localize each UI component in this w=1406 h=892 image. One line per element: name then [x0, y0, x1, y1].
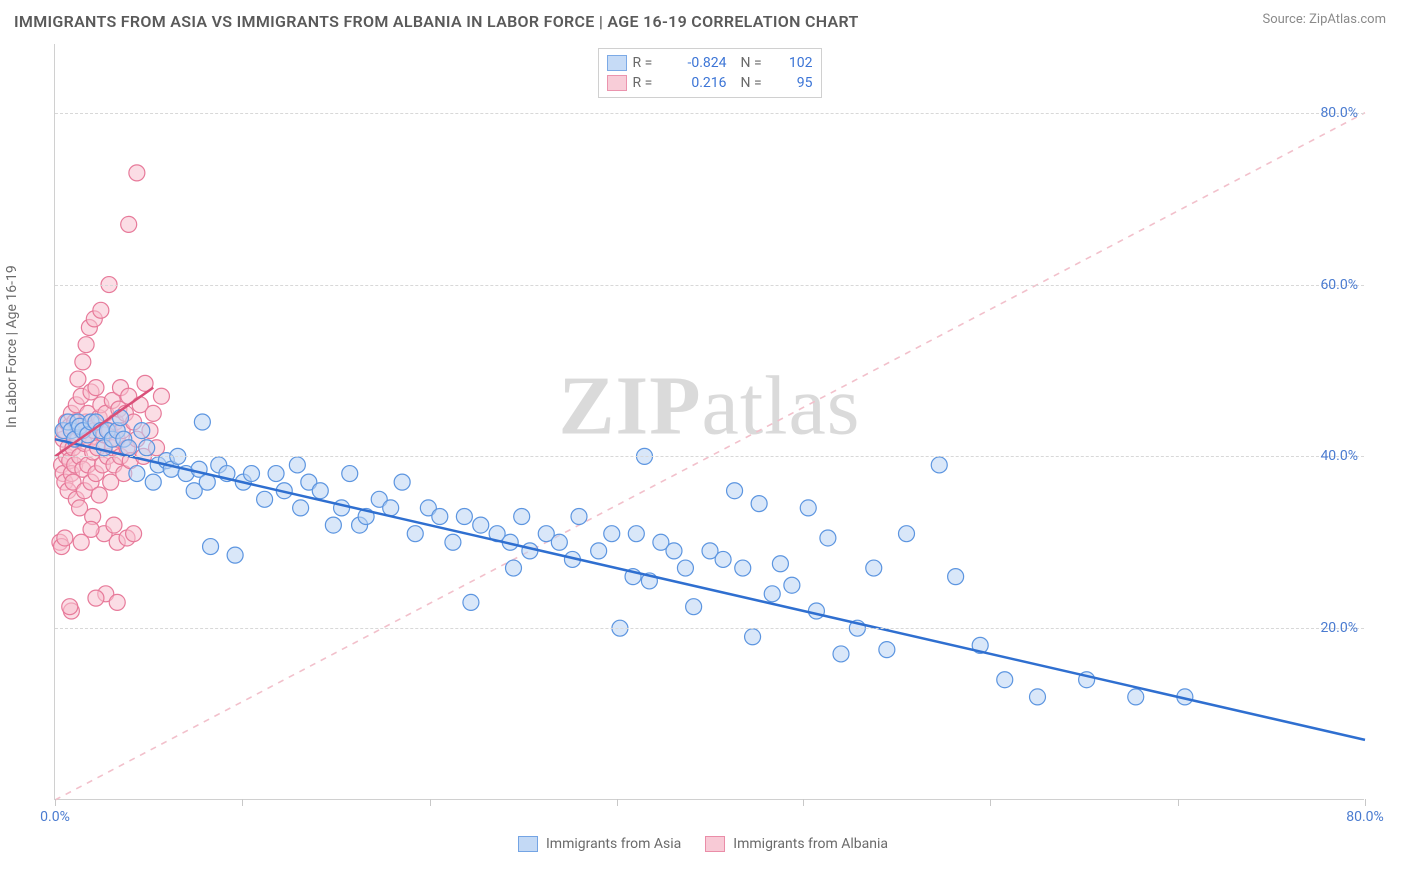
legend-stat-row: R = 0.216 N = 95	[607, 73, 813, 93]
gridline	[55, 628, 1364, 629]
series-legend: Immigrants from Asia Immigrants from Alba…	[14, 836, 1392, 852]
legend-r-value: -0.824	[669, 55, 727, 71]
legend-series-name: Immigrants from Albania	[733, 836, 888, 852]
legend-swatch	[518, 836, 538, 852]
y-tick-label: 60.0%	[1320, 277, 1358, 293]
x-tick	[55, 799, 56, 806]
chart-container: In Labor Force | Age 16-19 ZIPatlas R =-…	[14, 44, 1392, 892]
correlation-legend: R = -0.824 N = 102 R = 0.216 N = 95	[598, 48, 822, 98]
legend-item: Immigrants from Asia	[518, 836, 681, 852]
x-tick	[1365, 799, 1366, 806]
x-tick-label: 80.0%	[1346, 809, 1384, 825]
x-tick-label: 0.0%	[40, 809, 70, 825]
y-axis-title: In Labor Force | Age 16-19	[4, 265, 20, 428]
legend-n-label: N =	[741, 55, 771, 71]
legend-n-value: 102	[777, 55, 813, 71]
x-tick	[617, 799, 618, 806]
legend-n-label: N =	[741, 75, 771, 91]
legend-r-value: 0.216	[669, 75, 727, 91]
y-tick-label: 40.0%	[1320, 448, 1358, 464]
gridline	[55, 285, 1364, 286]
legend-n-value: 95	[777, 75, 813, 91]
x-tick	[242, 799, 243, 806]
y-tick-label: 80.0%	[1320, 105, 1358, 121]
scatter-svg	[55, 44, 1364, 799]
y-tick-label: 20.0%	[1320, 620, 1358, 636]
legend-series-name: Immigrants from Asia	[546, 836, 681, 852]
x-tick	[803, 799, 804, 806]
gridline	[55, 456, 1364, 457]
x-tick	[430, 799, 431, 806]
legend-r-label: R =	[633, 75, 663, 91]
x-tick	[990, 799, 991, 806]
legend-stat-row: R = -0.824 N = 102	[607, 53, 813, 73]
source-label: Source: ZipAtlas.com	[1262, 12, 1386, 27]
legend-item: Immigrants from Albania	[705, 836, 888, 852]
legend-r-label: R =	[633, 55, 663, 71]
legend-swatch	[607, 75, 627, 91]
x-tick	[1178, 799, 1179, 806]
chart-title: IMMIGRANTS FROM ASIA VS IMMIGRANTS FROM …	[14, 12, 859, 31]
legend-swatch	[705, 836, 725, 852]
gridline	[55, 113, 1364, 114]
legend-swatch	[607, 55, 627, 71]
plot-area: ZIPatlas R =-0.824N =102R =0.216N =95 20…	[54, 44, 1364, 800]
